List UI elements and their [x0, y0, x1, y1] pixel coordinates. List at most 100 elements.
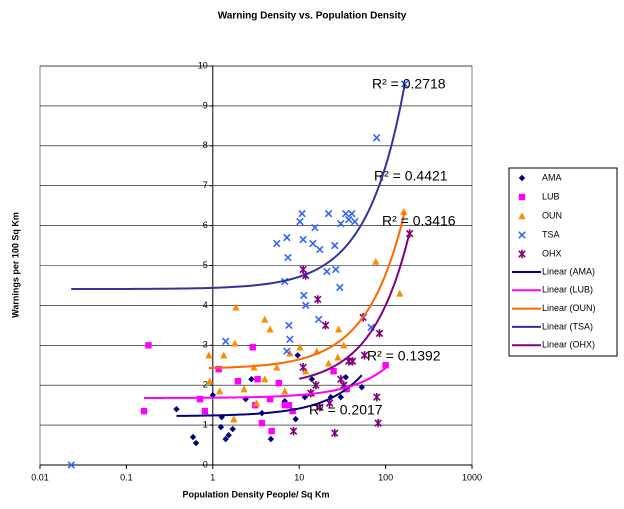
- data-point: [400, 80, 409, 88]
- data-point: [67, 461, 76, 469]
- data-point: [222, 435, 229, 443]
- data-point: [206, 377, 214, 385]
- data-point: [375, 329, 384, 338]
- x-axis-label: Population Density People/ Sq Km: [182, 489, 329, 499]
- data-point: [316, 402, 324, 412]
- data-point: [189, 433, 197, 441]
- y-tick-label: 2: [203, 380, 208, 390]
- data-point: [248, 376, 255, 383]
- y-axis-label: Warnings per 100 Sq Km: [10, 212, 20, 318]
- data-point: [323, 267, 331, 276]
- data-point: [216, 387, 224, 395]
- data-point: [275, 380, 282, 387]
- legend-label: Linear (OUN): [542, 303, 596, 313]
- legend-label: LUB: [542, 191, 560, 201]
- x-tick-label: 0.01: [31, 472, 49, 482]
- data-point: [258, 419, 266, 427]
- data-point: [192, 439, 200, 447]
- data-point: [337, 393, 344, 401]
- data-point: [301, 301, 310, 310]
- trendline: [208, 211, 406, 370]
- data-point: [325, 359, 333, 367]
- x-tick-label: 10: [294, 472, 304, 482]
- y-tick-label: 1: [203, 419, 208, 429]
- data-point: [145, 342, 152, 349]
- data-point: [299, 363, 307, 372]
- r-squared-label: R² = 0.4421: [374, 168, 448, 184]
- r-squared-label: R² = 0.1392: [367, 348, 441, 364]
- data-point: [230, 415, 238, 423]
- y-tick-label: 0: [203, 459, 208, 469]
- data-point: [267, 435, 275, 443]
- legend-label: OUN: [542, 210, 562, 220]
- trendline: [144, 367, 387, 399]
- data-point: [296, 343, 304, 351]
- data-point: [289, 426, 298, 436]
- y-tick-label: 10: [198, 60, 208, 70]
- data-point: [217, 423, 225, 431]
- legend-marker: [518, 174, 526, 182]
- data-point: [296, 217, 304, 226]
- data-point: [372, 134, 381, 142]
- data-point: [292, 415, 299, 423]
- data-point: [285, 401, 293, 409]
- legend-label: TSA: [542, 229, 560, 239]
- data-point: [334, 353, 342, 361]
- legend-marker: [518, 231, 526, 239]
- y-tick-label: 8: [203, 140, 208, 150]
- x-tick-label: 100: [378, 472, 393, 482]
- data-point: [266, 325, 274, 333]
- data-point: [321, 321, 330, 330]
- data-point: [299, 235, 307, 244]
- y-tick-label: 5: [203, 260, 208, 270]
- legend-label: OHX: [542, 248, 562, 258]
- y-tick-label: 4: [203, 300, 208, 310]
- data-point: [324, 209, 333, 218]
- data-point: [330, 428, 339, 438]
- data-point: [330, 368, 337, 375]
- data-point: [173, 405, 180, 413]
- data-point: [311, 223, 319, 232]
- data-point: [298, 209, 306, 218]
- data-point: [374, 418, 382, 428]
- data-point: [273, 239, 281, 248]
- data-point: [335, 325, 343, 333]
- data-point: [249, 344, 256, 351]
- x-tick-label: 1: [210, 472, 215, 482]
- y-tick-label: 9: [203, 100, 208, 110]
- data-point: [252, 399, 261, 407]
- data-point: [285, 321, 293, 330]
- data-point: [286, 349, 294, 357]
- x-tick-label: 0.1: [120, 472, 133, 482]
- data-point: [372, 392, 381, 402]
- data-point: [140, 407, 148, 415]
- legend-marker: [518, 249, 526, 259]
- legend-box: [508, 167, 618, 357]
- legend-marker: [518, 193, 526, 201]
- data-point: [313, 295, 322, 304]
- data-point: [286, 335, 294, 344]
- data-point: [382, 362, 389, 369]
- chart-title: Warning Density vs. Population Density: [218, 11, 407, 22]
- data-point: [294, 352, 301, 359]
- legend-label: Linear (LUB): [542, 285, 593, 295]
- data-point: [240, 385, 248, 393]
- y-tick-label: 6: [203, 220, 208, 230]
- data-point: [261, 375, 269, 383]
- data-point: [332, 265, 340, 274]
- data-point: [231, 339, 239, 347]
- r-squared-label: R² = 0.2017: [309, 402, 383, 418]
- legend-label: Linear (AMA): [542, 266, 595, 276]
- data-point: [358, 383, 365, 391]
- data-point: [284, 253, 292, 262]
- data-point: [205, 351, 213, 359]
- legend-label: AMA: [542, 172, 562, 182]
- data-point: [312, 381, 320, 390]
- r-squared-label: R² = 0.3416: [382, 213, 456, 229]
- data-point: [400, 207, 408, 215]
- data-point: [348, 209, 356, 218]
- data-point: [221, 337, 230, 346]
- data-point: [300, 291, 308, 300]
- data-point: [309, 239, 317, 248]
